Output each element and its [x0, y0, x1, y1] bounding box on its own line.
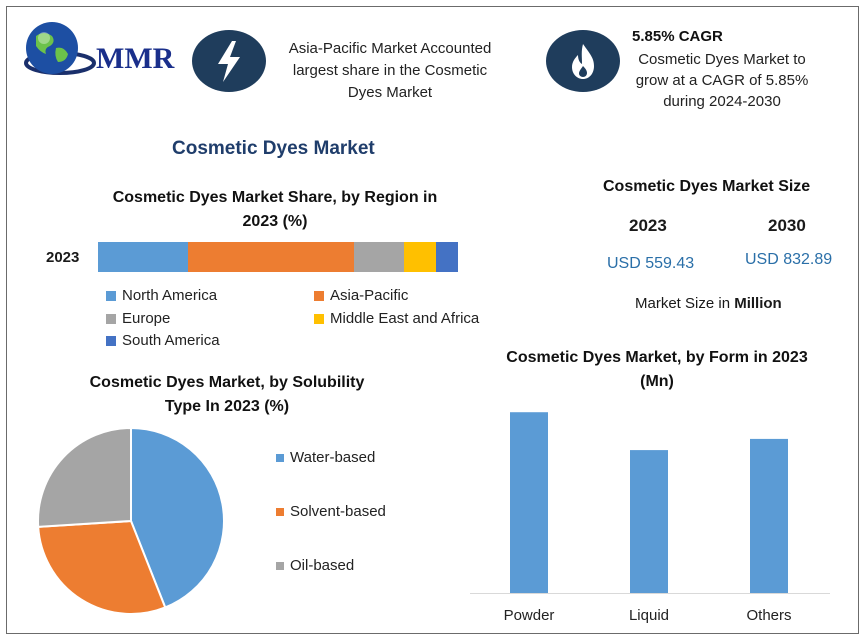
market-size-note-text: Market Size in [635, 295, 735, 312]
market-size-title: Cosmetic Dyes Market Size [603, 178, 811, 195]
region-legend-item: Middle East and Africa [314, 310, 479, 327]
region-legend-item: North America [106, 287, 217, 304]
legend-swatch [276, 561, 284, 570]
solubility-legend-item: Solvent-based [276, 503, 386, 520]
card2-line: during 2024-2030 [663, 93, 781, 110]
region-legend-item: Asia-Pacific [314, 287, 408, 304]
region-title-line: 2023 (%) [242, 213, 308, 230]
legend-label: Water-based [290, 449, 376, 466]
card2-line: Cosmetic Dyes Market to [638, 51, 806, 68]
legend-label: North America [122, 287, 218, 304]
card2-text: Cosmetic Dyes Market to grow at a CAGR o… [622, 49, 822, 112]
market-size-value-a: USD 559.43 [607, 255, 695, 272]
form-bar-chart [470, 412, 830, 594]
solubility-chart-title: Cosmetic Dyes Market, by Solubility Type… [62, 371, 392, 419]
region-legend-item: South America [106, 332, 220, 349]
pie-slice [37, 426, 132, 528]
market-size-year-a: 2023 [629, 216, 667, 235]
lightning-icon [218, 41, 240, 82]
card1-line: largest share in the Cosmetic [292, 62, 488, 79]
flame-badge [546, 30, 620, 92]
region-chart-title: Cosmetic Dyes Market Share, by Region in… [90, 186, 460, 234]
region-bar-segment [403, 242, 437, 272]
legend-swatch [314, 313, 324, 324]
legend-swatch [106, 290, 116, 301]
region-bar-segment [98, 242, 188, 272]
region-legend-item: Europe [106, 310, 170, 327]
brand-name: MMR [96, 42, 175, 75]
globe-icon [24, 22, 96, 75]
pie-slice [37, 519, 167, 615]
market-size-year-b: 2030 [768, 216, 806, 235]
legend-swatch [276, 507, 284, 516]
lightning-badge [192, 30, 266, 92]
solubility-pie-chart [37, 426, 225, 615]
solubility-legend-item: Water-based [276, 449, 375, 466]
card2-line: grow at a CAGR of 5.85% [635, 72, 809, 89]
form-bar [510, 412, 548, 593]
form-chart-title: Cosmetic Dyes Market, by Form in 2023 (M… [482, 346, 832, 394]
legend-label: Middle East and Africa [330, 310, 480, 327]
legend-swatch [276, 453, 284, 462]
legend-label: Europe [122, 310, 171, 327]
pie-slice [130, 426, 225, 609]
legend-label: Asia-Pacific [330, 287, 409, 304]
flame-icon [572, 44, 594, 79]
region-bar-segment [436, 242, 458, 272]
market-size-value-b: USD 832.89 [745, 251, 833, 268]
card1-text: Asia-Pacific Market Accounted largest sh… [270, 38, 510, 104]
region-bar-segment [353, 242, 404, 272]
infographic-frame [6, 6, 859, 634]
form-category-label: Liquid [628, 607, 670, 624]
card1-line: Asia-Pacific Market Accounted [288, 40, 492, 57]
market-size-note-unit: Million [734, 295, 782, 312]
form-bar [630, 450, 668, 593]
card1-line: Dyes Market [347, 84, 433, 101]
card2-title: 5.85% CAGR [632, 28, 723, 45]
market-size-note: Market Size in Million [635, 295, 782, 312]
legend-label: Solvent-based [290, 503, 386, 520]
form-category-label: Powder [503, 607, 555, 624]
region-bar-segment [188, 242, 354, 272]
legend-label: Oil-based [290, 557, 355, 574]
legend-label: South America [122, 332, 220, 349]
mmr-logo: MMR [14, 18, 184, 84]
form-bar [750, 438, 788, 593]
form-title-line: Cosmetic Dyes Market, by Form in 2023 [506, 349, 808, 366]
region-year-label: 2023 [46, 249, 80, 266]
legend-swatch [106, 335, 116, 346]
solubility-title-line: Cosmetic Dyes Market, by Solubility [89, 374, 365, 391]
solubility-legend-item: Oil-based [276, 557, 354, 574]
legend-swatch [314, 290, 324, 301]
form-title-line: (Mn) [640, 373, 674, 390]
form-category-label: Others [746, 607, 792, 624]
region-stacked-bar [98, 242, 458, 272]
solubility-title-line: Type In 2023 (%) [164, 398, 290, 415]
region-title-line: Cosmetic Dyes Market Share, by Region in [112, 189, 438, 206]
legend-swatch [106, 313, 116, 324]
page-title: Cosmetic Dyes Market [172, 138, 375, 159]
